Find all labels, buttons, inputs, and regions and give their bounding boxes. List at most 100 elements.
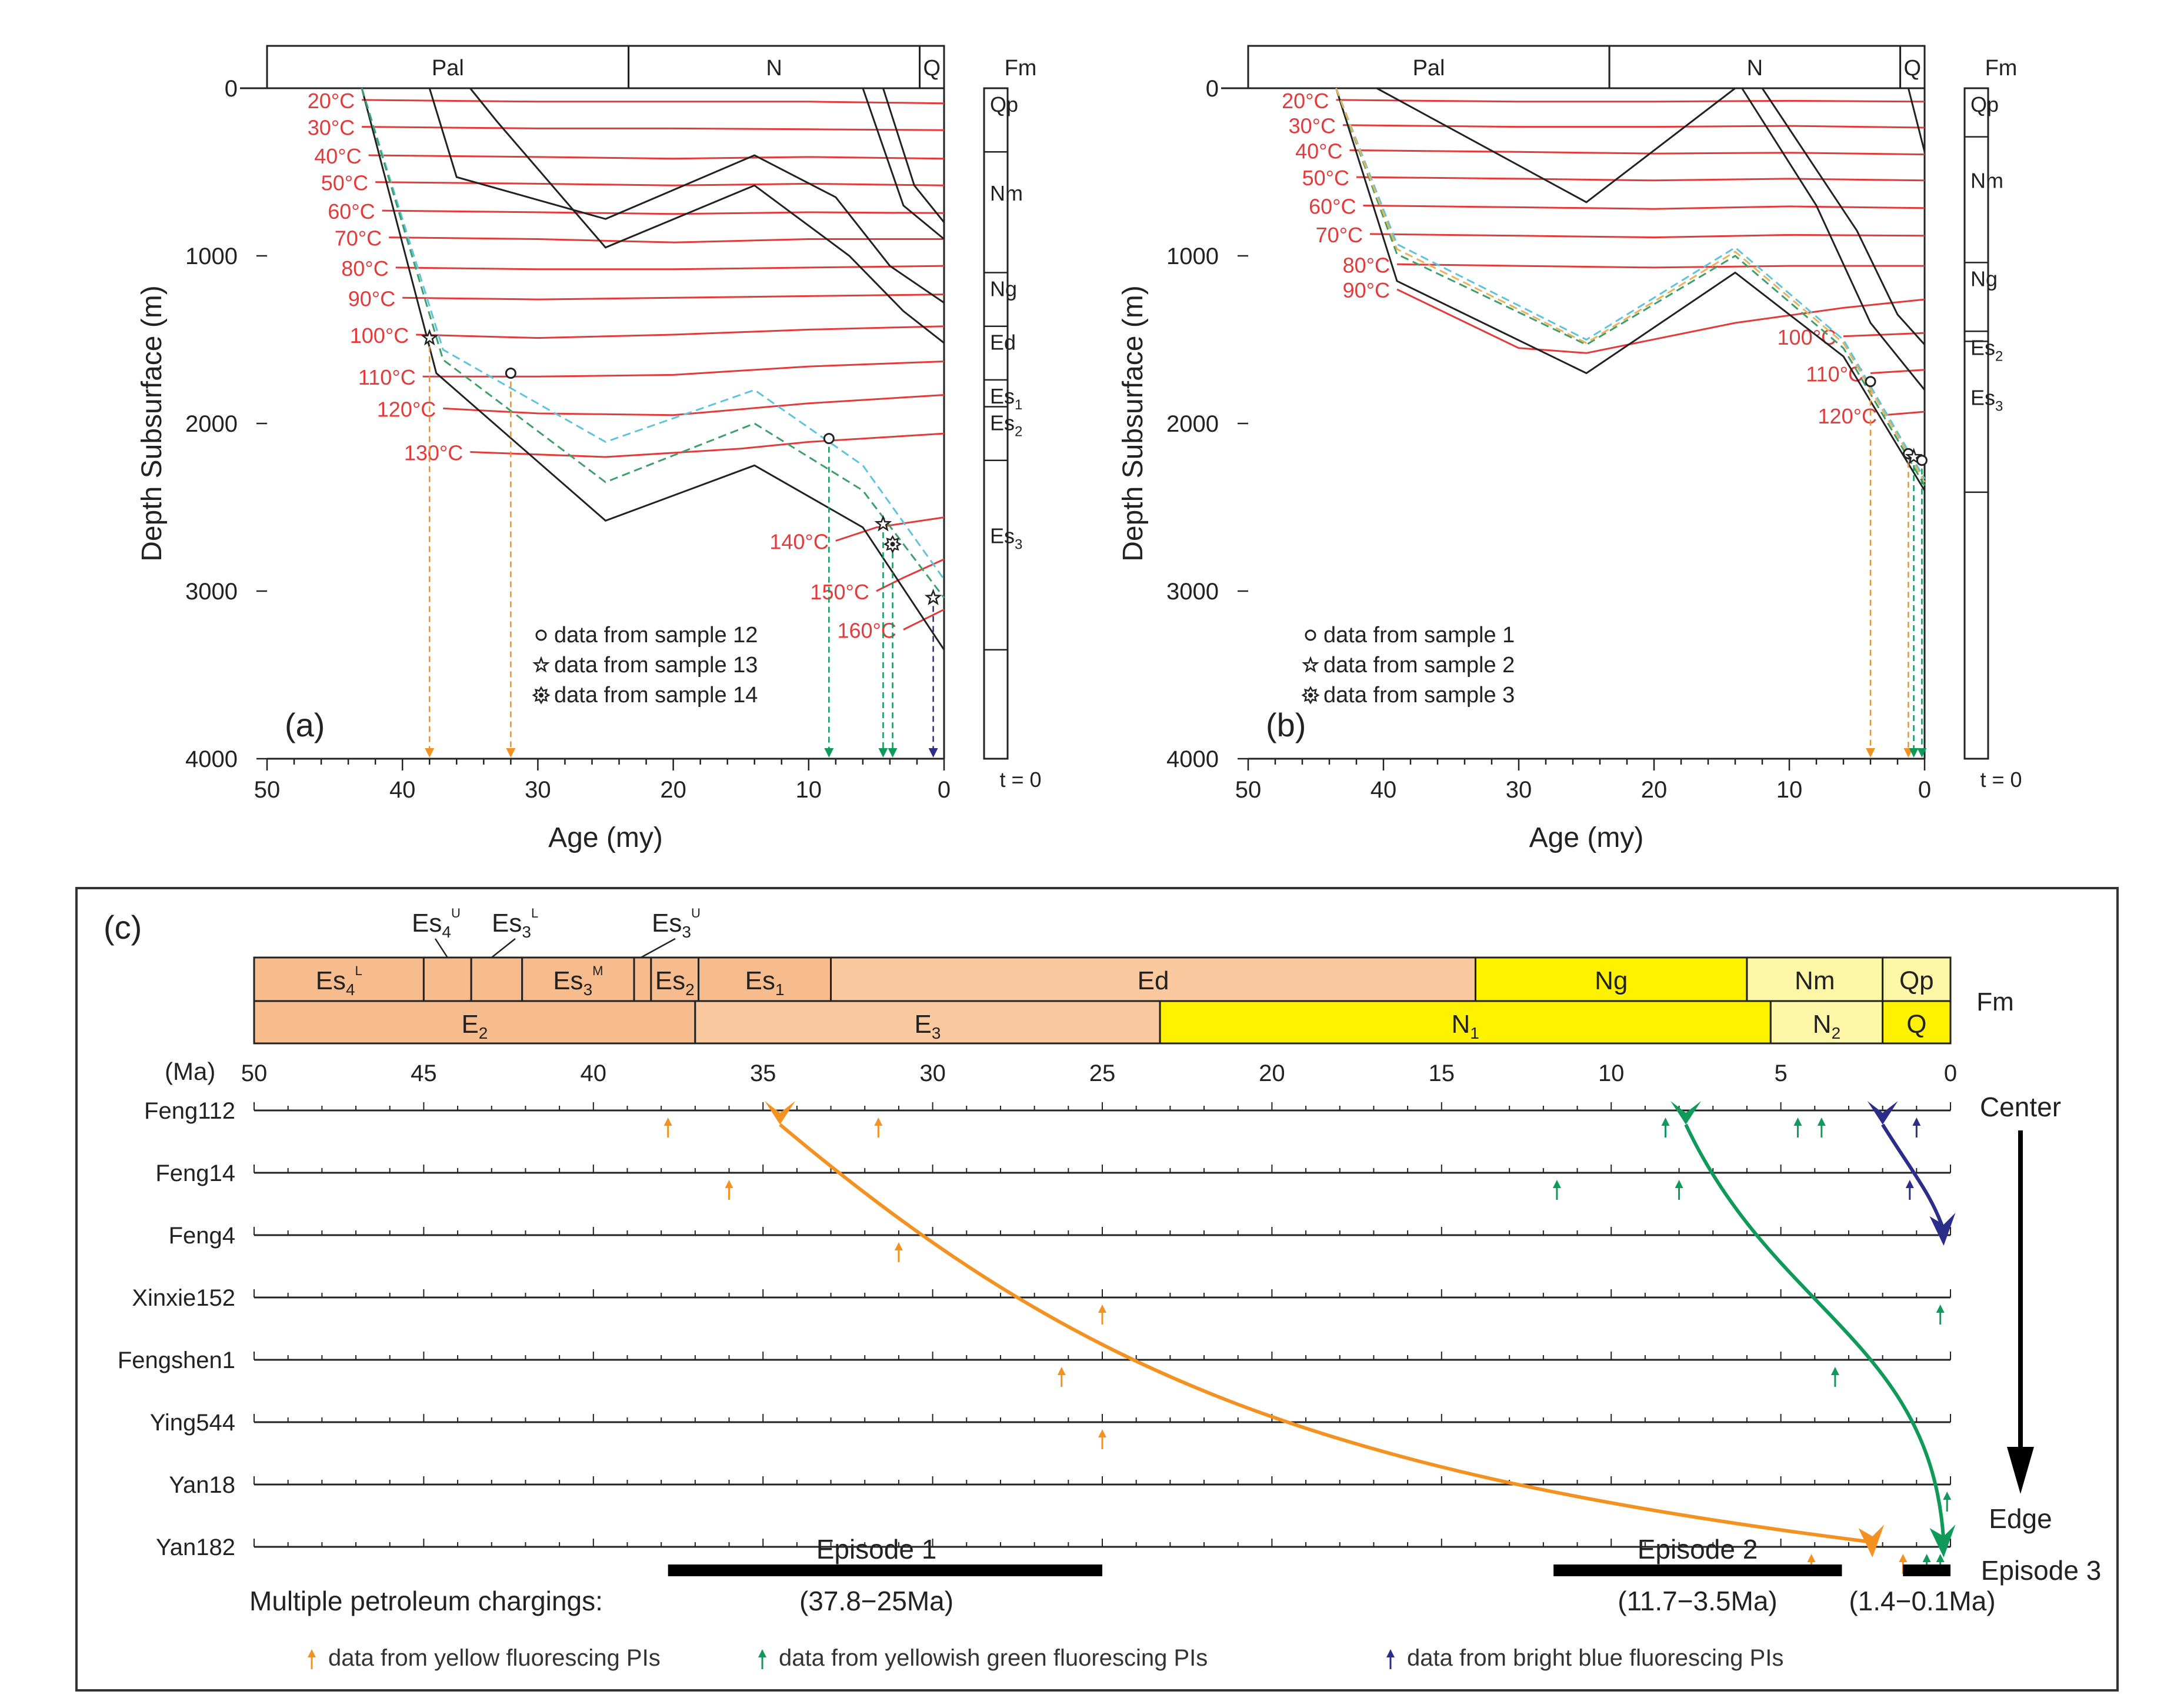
legend-circle-icon bbox=[1305, 629, 1316, 641]
inclusion-arrow-green-head bbox=[1793, 1117, 1802, 1126]
formation-top-box bbox=[470, 956, 524, 1002]
y-tick-label: 3000 bbox=[185, 579, 238, 605]
episode-bar bbox=[1553, 1564, 1842, 1576]
x-tick-label: 15 bbox=[1429, 1060, 1455, 1086]
period-label-Pal: Pal bbox=[432, 56, 464, 81]
period-label-N: N bbox=[766, 56, 782, 81]
formation-top-sub: 3 bbox=[583, 980, 593, 999]
x-tick-label: 50 bbox=[241, 1060, 268, 1086]
y-tick-label: 0 bbox=[225, 76, 238, 102]
callout-leader bbox=[434, 938, 448, 958]
migration-arrow-orange bbox=[779, 1123, 1873, 1544]
panel-c-frame bbox=[75, 887, 2119, 1692]
isotherm-90°C bbox=[1396, 288, 1925, 354]
isotherm-130°C bbox=[470, 432, 945, 458]
y-axis-title: Depth Subsurface (m) bbox=[1118, 285, 1149, 562]
burial-curve-surface-1 bbox=[428, 88, 945, 304]
edge-label: Edge bbox=[1989, 1503, 2052, 1534]
x-tick-label: 30 bbox=[525, 777, 551, 803]
formation-top-box bbox=[1746, 956, 1884, 1002]
formation-top-label: Ng bbox=[1595, 966, 1628, 995]
formation-subscript: 2 bbox=[1995, 348, 2003, 364]
formation-label: Qp bbox=[1970, 92, 1999, 116]
isotherm-60°C bbox=[1363, 205, 1925, 210]
burial-curve-orange-dashed bbox=[1335, 88, 1926, 483]
isotherm-30°C bbox=[1342, 124, 1925, 129]
x-tick-label: 40 bbox=[1371, 777, 1397, 803]
panel-a: Pal N Q 50 40 30 20 10 0 Age (my) 0 1000 2000 3000 400… bbox=[136, 45, 1042, 853]
sample-circle bbox=[1865, 376, 1876, 388]
legend-sun-icon-center bbox=[1308, 693, 1313, 698]
legend-arrow-orange bbox=[308, 1649, 316, 1669]
x-tick-label: 40 bbox=[581, 1060, 607, 1086]
burial-curve-cyan-dashed bbox=[361, 88, 945, 580]
formation-subscript: 2 bbox=[1015, 424, 1022, 440]
marker-arrow bbox=[425, 748, 435, 758]
inclusion-arrow-green-head bbox=[1922, 1554, 1931, 1562]
isotherm-label: 150°C bbox=[810, 580, 869, 604]
isotherm-label: 70°C bbox=[1316, 223, 1363, 247]
callout-sub: 3 bbox=[682, 923, 691, 941]
inclusion-arrow-orange bbox=[894, 1242, 903, 1262]
inclusion-arrow-green-head bbox=[1830, 1367, 1839, 1375]
isotherm-label: 40°C bbox=[314, 144, 361, 168]
fm-label: Fm bbox=[1976, 988, 2014, 1016]
formation-top-sub: 4 bbox=[346, 980, 355, 999]
callout-sup: L bbox=[531, 906, 538, 920]
isotherm-90°C bbox=[402, 293, 945, 301]
marker-arrow bbox=[824, 748, 834, 758]
formation-bottom-box bbox=[253, 1000, 696, 1045]
well-label: Xinxie152 bbox=[132, 1285, 235, 1311]
callout-sup: U bbox=[451, 906, 461, 920]
isotherm-110°C bbox=[422, 361, 945, 378]
well-label: Yan182 bbox=[156, 1534, 235, 1560]
inclusion-arrow-green-head bbox=[1552, 1180, 1561, 1188]
x-tick-label: 0 bbox=[1944, 1060, 1957, 1086]
isotherm-label: 110°C bbox=[358, 365, 416, 389]
burial-curve-basement bbox=[361, 88, 945, 650]
isotherm-label: 80°C bbox=[1343, 253, 1390, 277]
formation-top-sub: 2 bbox=[685, 980, 695, 999]
formation-bottom-box bbox=[1159, 1000, 1772, 1045]
period-box-Pal bbox=[266, 45, 630, 89]
x-tick-label: 10 bbox=[1776, 777, 1803, 803]
x-tick-label: 10 bbox=[1598, 1060, 1625, 1086]
inclusion-arrow-green bbox=[1817, 1117, 1826, 1137]
x-tick-label: 10 bbox=[796, 777, 822, 803]
x-tick-label: 0 bbox=[1918, 777, 1931, 803]
burial-curve-surface-3 bbox=[862, 88, 945, 240]
well-label: Feng112 bbox=[144, 1098, 235, 1124]
isotherm-20°C bbox=[362, 99, 945, 105]
x-tick-label: 0 bbox=[938, 777, 951, 803]
isotherm-20°C bbox=[1336, 99, 1925, 103]
x-tick-label: 35 bbox=[750, 1060, 776, 1086]
formation-top-sup: L bbox=[355, 963, 362, 978]
legend-arrow-orange-head bbox=[308, 1649, 316, 1657]
formation-subscript: 1 bbox=[1015, 397, 1022, 413]
period-label-N: N bbox=[1747, 56, 1763, 81]
formation-subscript: 3 bbox=[1015, 537, 1022, 553]
formation-label: Ng bbox=[1970, 266, 1998, 291]
x-tick-label: 30 bbox=[1506, 777, 1532, 803]
formation-top-label: Es1 bbox=[745, 966, 785, 999]
migration-head-blue bbox=[1929, 1213, 1956, 1246]
migration-tail-orange bbox=[765, 1101, 796, 1125]
inclusion-arrow-orange bbox=[874, 1117, 883, 1137]
isotherm-label: 140°C bbox=[769, 530, 828, 554]
legend-label: data from sample 13 bbox=[554, 653, 758, 678]
legend-label: data from sample 14 bbox=[554, 683, 758, 708]
isotherm-70°C bbox=[1369, 233, 1925, 239]
burial-curve-cyan-dashed bbox=[1335, 88, 1926, 479]
y-tick-label: 3000 bbox=[1166, 579, 1219, 605]
isotherm-40°C bbox=[1349, 149, 1925, 156]
panel-b: Pal N Q 50 40 30 20 10 0 Age (my) 0 1000 2000 3000 400… bbox=[1118, 45, 2022, 853]
formation-label: Nm bbox=[1970, 169, 2003, 193]
inclusion-arrow-blue bbox=[1912, 1117, 1921, 1137]
marker-arrow bbox=[1909, 748, 1919, 758]
inclusion-arrow-blue bbox=[1905, 1180, 1914, 1200]
period-label-Q: Q bbox=[923, 56, 941, 81]
legend-star-icon bbox=[532, 656, 550, 673]
formation-subscript: 3 bbox=[1995, 399, 2003, 415]
migration-tail-green bbox=[1670, 1101, 1702, 1125]
